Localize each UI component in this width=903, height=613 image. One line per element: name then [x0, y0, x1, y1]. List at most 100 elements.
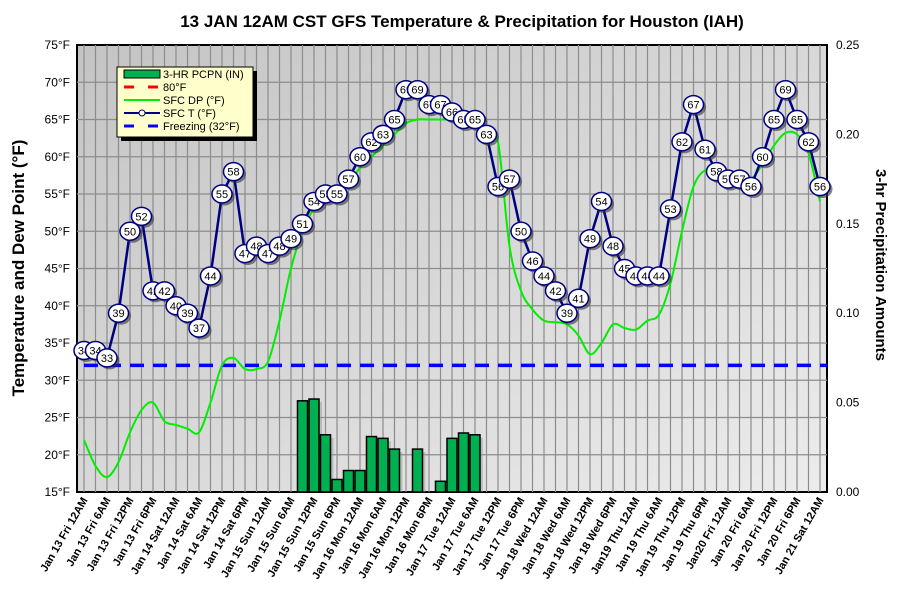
temperature-marker	[682, 94, 705, 115]
temperature-label: 55	[216, 189, 228, 201]
temperature-label: 49	[584, 234, 596, 246]
temperature-label: 67	[687, 100, 699, 112]
temperature-label: 56	[814, 182, 826, 194]
temperature-label: 44	[653, 271, 665, 283]
temperature-label: 63	[480, 129, 492, 141]
y2-tick-label: 0.15	[836, 217, 860, 231]
legend-label: SFC T (°F)	[163, 108, 216, 120]
y-tick-label: 50°F	[45, 224, 70, 238]
temperature-marker	[774, 79, 797, 100]
temperature-label: 44	[538, 271, 550, 283]
legend-temp-marker	[138, 109, 146, 117]
temperature-marker	[188, 318, 210, 338]
temperature-label: 57	[342, 174, 354, 186]
temperature-label: 39	[561, 308, 573, 320]
temperature-label: 53	[664, 204, 676, 216]
temperature-marker	[602, 236, 624, 256]
temperature-label: 33	[101, 353, 113, 365]
y-tick-label: 20°F	[45, 448, 70, 462]
temperature-marker	[349, 147, 371, 167]
temperature-label: 60	[354, 152, 366, 164]
temperature-marker	[475, 124, 498, 145]
temperature-marker	[544, 281, 567, 301]
temperature-label: 48	[607, 241, 619, 253]
precip-bar	[457, 432, 470, 493]
temperature-marker	[383, 109, 406, 130]
temperature-marker	[533, 266, 555, 286]
temperature-label: 50	[515, 226, 527, 238]
temperature-marker	[797, 132, 820, 152]
chart-title: 13 JAN 12AM CST GFS Temperature & Precip…	[180, 12, 744, 31]
temperature-marker	[556, 303, 578, 323]
precip-bar	[331, 478, 343, 493]
temperature-marker	[464, 109, 486, 130]
temperature-marker	[763, 109, 785, 130]
temperature-label: 61	[699, 144, 711, 156]
temperature-marker	[590, 191, 613, 212]
temperature-label: 58	[227, 167, 239, 179]
temperature-label: 54	[595, 196, 607, 208]
temperature-label: 44	[204, 271, 216, 283]
y-axis-label: Temperature and Dew Point (°F)	[9, 140, 28, 397]
temperature-marker	[211, 184, 233, 204]
temperature-marker	[498, 169, 521, 189]
precip-bar	[342, 469, 355, 493]
precip-bar	[388, 448, 401, 493]
temperature-marker	[119, 221, 141, 241]
temperature-label: 50	[124, 226, 136, 238]
temperature-marker	[671, 132, 693, 152]
y-tick-label: 30°F	[45, 373, 70, 387]
temperature-marker	[659, 199, 682, 219]
temperature-label: 65	[768, 115, 780, 127]
temperature-label: 65	[791, 115, 803, 127]
y-tick-label: 75°F	[45, 38, 70, 52]
precip-bar	[354, 469, 366, 493]
temperature-label: 49	[285, 234, 297, 246]
temperature-marker	[510, 221, 532, 241]
temperature-label: 39	[112, 308, 124, 320]
y-tick-label: 40°F	[45, 299, 70, 313]
legend-label: 3-HR PCPN (IN)	[163, 69, 244, 81]
temperature-label: 57	[503, 174, 515, 186]
temperature-marker	[280, 228, 302, 249]
temperature-marker	[130, 206, 153, 227]
temperature-marker	[567, 288, 590, 309]
y-tick-label: 60°F	[45, 150, 70, 164]
precip-bar	[308, 398, 320, 493]
y2-tick-label: 0.20	[836, 127, 860, 141]
temperature-marker	[326, 184, 348, 204]
temperature-marker	[809, 176, 831, 197]
legend-box	[116, 66, 254, 138]
temperature-label: 69	[411, 85, 423, 97]
y-tick-label: 65°F	[45, 113, 70, 127]
temperature-label: 56	[745, 182, 757, 194]
precip-bar	[469, 434, 481, 493]
temperature-marker	[579, 228, 601, 249]
legend-label: 80°F	[163, 82, 187, 94]
precip-bar	[411, 448, 424, 493]
precip-bar	[319, 434, 332, 493]
precip-bar	[377, 437, 389, 493]
y-tick-label: 55°F	[45, 187, 70, 201]
temperature-label: 37	[193, 323, 205, 335]
temperature-marker	[372, 124, 394, 145]
temperature-label: 41	[572, 293, 584, 305]
temperature-marker	[107, 303, 130, 323]
y2-tick-label: 0.10	[836, 306, 860, 320]
temperature-label: 69	[779, 85, 791, 97]
temperature-marker	[222, 161, 245, 182]
y2-tick-label: 0.25	[836, 38, 860, 52]
temperature-label: 52	[135, 211, 147, 223]
y-tick-label: 15°F	[45, 485, 70, 499]
precip-bar	[446, 437, 458, 493]
temperature-marker	[96, 348, 118, 368]
temperature-label: 65	[469, 115, 481, 127]
y2-tick-label: 0.00	[836, 485, 860, 499]
y-tick-label: 35°F	[45, 336, 70, 350]
temperature-label: 51	[296, 219, 308, 231]
temperature-marker	[406, 79, 429, 100]
temperature-marker	[176, 303, 199, 323]
temperature-marker	[199, 266, 222, 286]
y2-axis-label: 3-hr Precipitation Amounts	[872, 169, 889, 361]
